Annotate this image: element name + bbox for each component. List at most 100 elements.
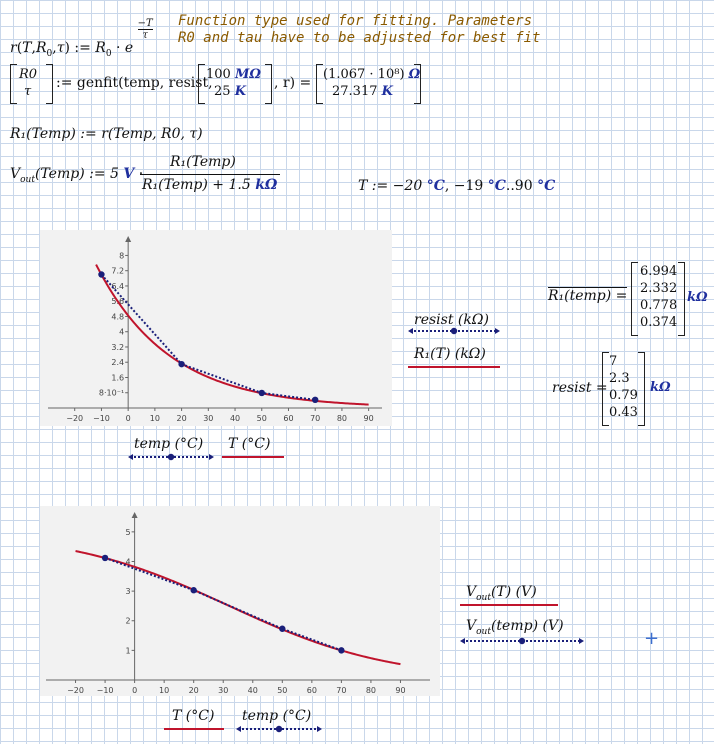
y-tick-label: 3 bbox=[126, 587, 131, 596]
plot2-xlabel-t: T (°C) bbox=[172, 708, 215, 724]
resistance-plot-svg: −20 −10 0 10 20 30 40 50 60 70 80 90 8·10⁻¹ 1.6 2.4 3.2… bbox=[48, 236, 382, 423]
x-tick-label: 30 bbox=[218, 686, 228, 695]
comment-line-2: R0 and tau have to be adjusted for best … bbox=[178, 30, 541, 46]
y-tick-label: 1 bbox=[126, 646, 131, 655]
x-tick-label: −10 bbox=[93, 414, 110, 423]
data-point bbox=[190, 587, 197, 594]
x-tick-label: 0 bbox=[132, 686, 137, 695]
x-tick-label: 70 bbox=[336, 686, 346, 695]
r1-result-unit: kΩ bbox=[687, 290, 708, 305]
r1-result-label: R₁(temp) = bbox=[548, 287, 628, 304]
x-tick-label: 90 bbox=[395, 686, 405, 695]
genfit-call: := genfit(temp, resist, bbox=[56, 75, 213, 91]
resist-value-4: 0.43 bbox=[609, 405, 638, 420]
data-line bbox=[100, 273, 316, 401]
vout-plot[interactable]: −20 −10 0 10 20 30 40 50 60 70 80 90 1 2 3 4 5 bbox=[40, 506, 440, 696]
plot1-legend-resist-line bbox=[408, 327, 500, 335]
plot1-xlabel-temp-line bbox=[128, 453, 214, 461]
plot2-legend-vout-temp-line bbox=[460, 637, 584, 645]
x-tick-label: 40 bbox=[248, 686, 258, 695]
y-tick-label: 3.2 bbox=[111, 343, 124, 352]
vout-plot-svg: −20 −10 0 10 20 30 40 50 60 70 80 90 1 2 3 4 5 bbox=[46, 512, 430, 695]
x-tick-label: 90 bbox=[364, 414, 374, 423]
y-tick-label: 4 bbox=[126, 557, 131, 566]
fit-curve bbox=[75, 550, 401, 666]
y-axis-arrow bbox=[131, 512, 138, 518]
x-tick-label: 50 bbox=[277, 686, 287, 695]
plot1-legend-r1-line bbox=[408, 366, 500, 368]
plot1-legend-r1: R₁(T) (kΩ) bbox=[414, 346, 486, 362]
resist-value-3: 0.79 bbox=[609, 388, 638, 403]
result-tau: 27.317 K bbox=[332, 84, 393, 99]
x-tick-label: 30 bbox=[203, 414, 213, 423]
r1-value-4: 0.374 bbox=[640, 315, 678, 330]
y-tick-label: 4.8 bbox=[111, 312, 124, 321]
plot2-legend-vout-temp: Vout(temp) (V) bbox=[466, 618, 564, 637]
y-tick-label: 1.6 bbox=[111, 373, 124, 382]
plot1-xlabel-temp: temp (°C) bbox=[134, 436, 204, 452]
plot1-xlabel-t: T (°C) bbox=[228, 436, 271, 452]
vout-definition[interactable]: Vout(Temp) := 5 V · R₁(Temp) R₁(Temp) + … bbox=[10, 152, 300, 198]
vout-numerator: R₁(Temp) bbox=[170, 154, 236, 170]
x-tick-label: 40 bbox=[230, 414, 240, 423]
data-point bbox=[98, 271, 105, 278]
y-tick-label: 2 bbox=[126, 617, 131, 626]
result-r0: (1.067 · 10⁸) Ω bbox=[323, 67, 421, 82]
x-tick-label: 0 bbox=[126, 414, 131, 423]
plot2-legend-vout-t: Vout(T) (V) bbox=[466, 584, 537, 603]
y-axis-arrow bbox=[125, 236, 132, 242]
data-point bbox=[312, 396, 319, 403]
y-tick-label: 8·10⁻¹ bbox=[99, 389, 124, 398]
x-tick-label: −20 bbox=[66, 414, 83, 423]
vout-denominator: R₁(Temp) + 1.5 kΩ bbox=[142, 177, 278, 193]
data-point bbox=[178, 360, 185, 368]
vector-r0: R0 bbox=[19, 67, 38, 82]
plot1-xlabel-t-line bbox=[222, 456, 284, 458]
x-tick-label: 80 bbox=[366, 686, 376, 695]
resist-value-2: 2.3 bbox=[609, 371, 630, 386]
exponent-numerator: −T bbox=[137, 18, 153, 30]
resistance-plot[interactable]: −20 −10 0 10 20 30 40 50 60 70 80 90 8·10⁻¹ 1.6 2.4 3.2… bbox=[40, 230, 392, 426]
plot2-legend-vout-t-line bbox=[460, 604, 558, 606]
data-point bbox=[338, 647, 345, 654]
r1-result-matrix[interactable]: R₁(temp) = 6.994 2.332 0.778 0.374 kΩ bbox=[548, 262, 708, 336]
y-tick-label: 4 bbox=[119, 328, 124, 337]
data-point bbox=[101, 554, 109, 562]
x-tick-label: 60 bbox=[283, 414, 293, 423]
x-tick-label: −10 bbox=[97, 686, 114, 695]
x-tick-label: −20 bbox=[67, 686, 84, 695]
x-tick-label: 60 bbox=[307, 686, 317, 695]
r1-value-1: 6.994 bbox=[640, 264, 678, 279]
x-tick-label: 50 bbox=[257, 414, 267, 423]
plot2-xlabel-t-line bbox=[164, 728, 224, 730]
guess-tau: 25 K bbox=[214, 84, 246, 99]
resist-matrix[interactable]: resist = 7 2.3 0.79 0.43 kΩ bbox=[552, 352, 682, 428]
plot2-xlabel-temp-line bbox=[236, 725, 322, 733]
guess-r0: 100 MΩ bbox=[206, 67, 261, 82]
genfit-expression[interactable]: R0 τ := genfit(temp, resist, 100 MΩ 25 K… bbox=[10, 62, 430, 108]
exponent-denominator: τ bbox=[142, 30, 148, 41]
r1-value-2: 2.332 bbox=[640, 281, 678, 296]
data-point bbox=[258, 389, 265, 397]
x-tick-label: 20 bbox=[177, 414, 187, 423]
y-tick-label: 2.4 bbox=[111, 358, 124, 367]
r1-definition[interactable]: R₁(Temp) := r(Temp, R0, τ) bbox=[10, 126, 203, 142]
x-tick-label: 10 bbox=[159, 686, 169, 695]
y-tick-label: 7.2 bbox=[111, 267, 124, 276]
t-range-definition[interactable]: T := −20 °C, −19 °C..90 °C bbox=[358, 178, 556, 194]
x-tick-label: 70 bbox=[310, 414, 320, 423]
resist-value-1: 7 bbox=[609, 354, 618, 369]
r-function-definition[interactable]: r(T,R0,τ) := R0 · e −T τ bbox=[10, 18, 153, 59]
x-tick-label: 10 bbox=[150, 414, 160, 423]
fit-comment[interactable]: Function type used for fitting. Paramete… bbox=[178, 13, 540, 47]
genfit-tail: , r) = bbox=[274, 75, 312, 91]
plot1-legend-resist: resist (kΩ) bbox=[414, 312, 489, 328]
y-tick-label: 5 bbox=[126, 528, 131, 537]
resist-label: resist = bbox=[552, 380, 608, 396]
y-tick-label: 8 bbox=[119, 251, 124, 260]
resist-unit: kΩ bbox=[650, 380, 671, 395]
comment-line-1: Function type used for fitting. Paramete… bbox=[178, 13, 533, 29]
plot2-xlabel-temp: temp (°C) bbox=[242, 708, 312, 724]
x-tick-label: 20 bbox=[189, 686, 199, 695]
y-tick-label: 6.4 bbox=[111, 282, 124, 291]
